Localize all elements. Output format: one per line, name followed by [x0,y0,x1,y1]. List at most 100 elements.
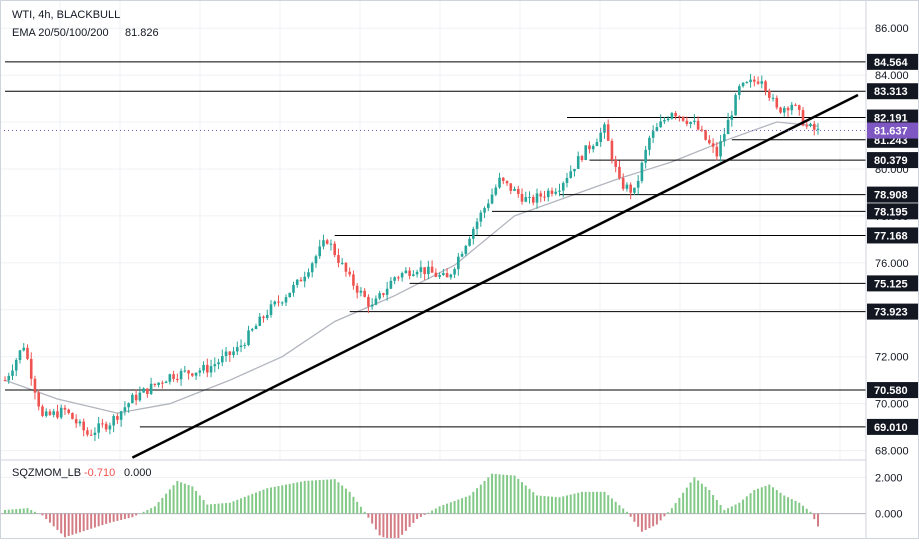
candle-body [123,407,127,412]
level-badge [867,53,919,70]
indicator-legend[interactable]: SQZMOM_LB -0.710 0.000 [12,467,152,479]
candle-body [172,374,175,379]
candle-body [355,285,359,293]
candle-body [239,345,243,348]
candle-body [142,388,145,393]
candle-body [809,123,812,126]
candle-body [213,364,217,367]
candle-body [119,411,123,420]
candle-body [134,394,138,401]
candle-body [209,366,213,373]
candle-body [93,432,97,436]
trendline[interactable] [131,93,859,459]
candle-body [546,190,550,198]
candle-body [490,194,494,204]
candle-body [696,120,700,130]
candle-body [194,372,198,376]
level-badge [867,83,919,100]
candle-body [273,301,277,305]
candle-body [310,263,314,273]
candle-body [198,370,202,373]
candle-body [633,187,636,193]
price-tick-label: 70.000 [875,399,909,411]
candle-body [794,104,797,106]
main-legend[interactable]: WTI, 4h, BLACKBULL EMA 20/50/100/200 81.… [12,9,159,39]
candle-body [340,262,344,264]
candle-body [307,272,310,277]
candle-body [554,191,558,194]
candle-body [468,238,471,246]
candle-body [22,347,26,351]
candle-body [427,266,430,274]
legend-symbol: WTI, 4h, BLACKBULL [12,9,120,21]
candle-body [33,378,37,393]
candle-body [599,132,603,142]
candle-body [262,316,265,319]
candle-body [610,140,614,160]
candle-body [168,374,172,382]
candle-body [325,240,329,244]
last-price-badge [867,122,919,139]
candle-body [790,104,794,111]
candle-body [161,382,164,384]
candle-body [183,370,187,372]
candle-body [487,203,490,209]
candle-body [648,137,651,150]
candle-body [14,360,18,371]
level-badge [867,227,919,244]
candle-body [78,421,82,424]
candle-body [588,145,591,150]
level-badge [867,186,919,203]
candle-body [382,293,385,295]
candle-body [412,274,415,276]
candle-body [644,149,647,163]
candle-body [603,124,606,133]
candle-body [288,292,292,298]
candle-body [576,156,580,169]
candle-body [704,130,707,140]
candle-body [423,267,426,274]
candle-body [344,262,348,272]
price-tick-label: 84.000 [875,70,909,82]
candle-body [651,131,655,138]
candle-body [415,271,419,275]
candle-body [670,113,674,119]
candle-body [206,364,209,373]
candle-body [753,79,756,82]
candle-body [389,280,393,289]
candle-body [475,221,479,229]
candle-body [501,177,505,181]
candle-body [606,124,610,141]
candle-body [805,125,809,127]
candle-body [509,183,513,191]
candle-body [457,256,460,270]
candle-body [816,128,820,130]
candle-body [363,290,366,297]
candle-body [693,120,696,122]
level-badge [867,109,919,126]
candle-body [393,277,396,281]
candle-body [438,274,441,277]
candle-body [681,116,685,121]
candle-body [812,123,816,130]
candle-body [37,392,41,407]
candle-body [685,120,689,124]
candle-body [655,127,659,132]
candle-body [749,79,752,83]
candle-body [419,267,423,272]
candle-body [359,290,363,293]
candle-body [782,107,786,113]
candle-body [164,381,168,384]
candle-body [191,373,194,376]
candle-body [352,274,355,286]
candle-body [531,196,535,203]
candle-body [29,358,33,379]
main-pane[interactable] [0,0,866,460]
candle-body [146,388,149,395]
candle-body [56,411,59,418]
candle-body [629,184,632,193]
candle-body [48,411,52,415]
candle-body [7,375,11,381]
